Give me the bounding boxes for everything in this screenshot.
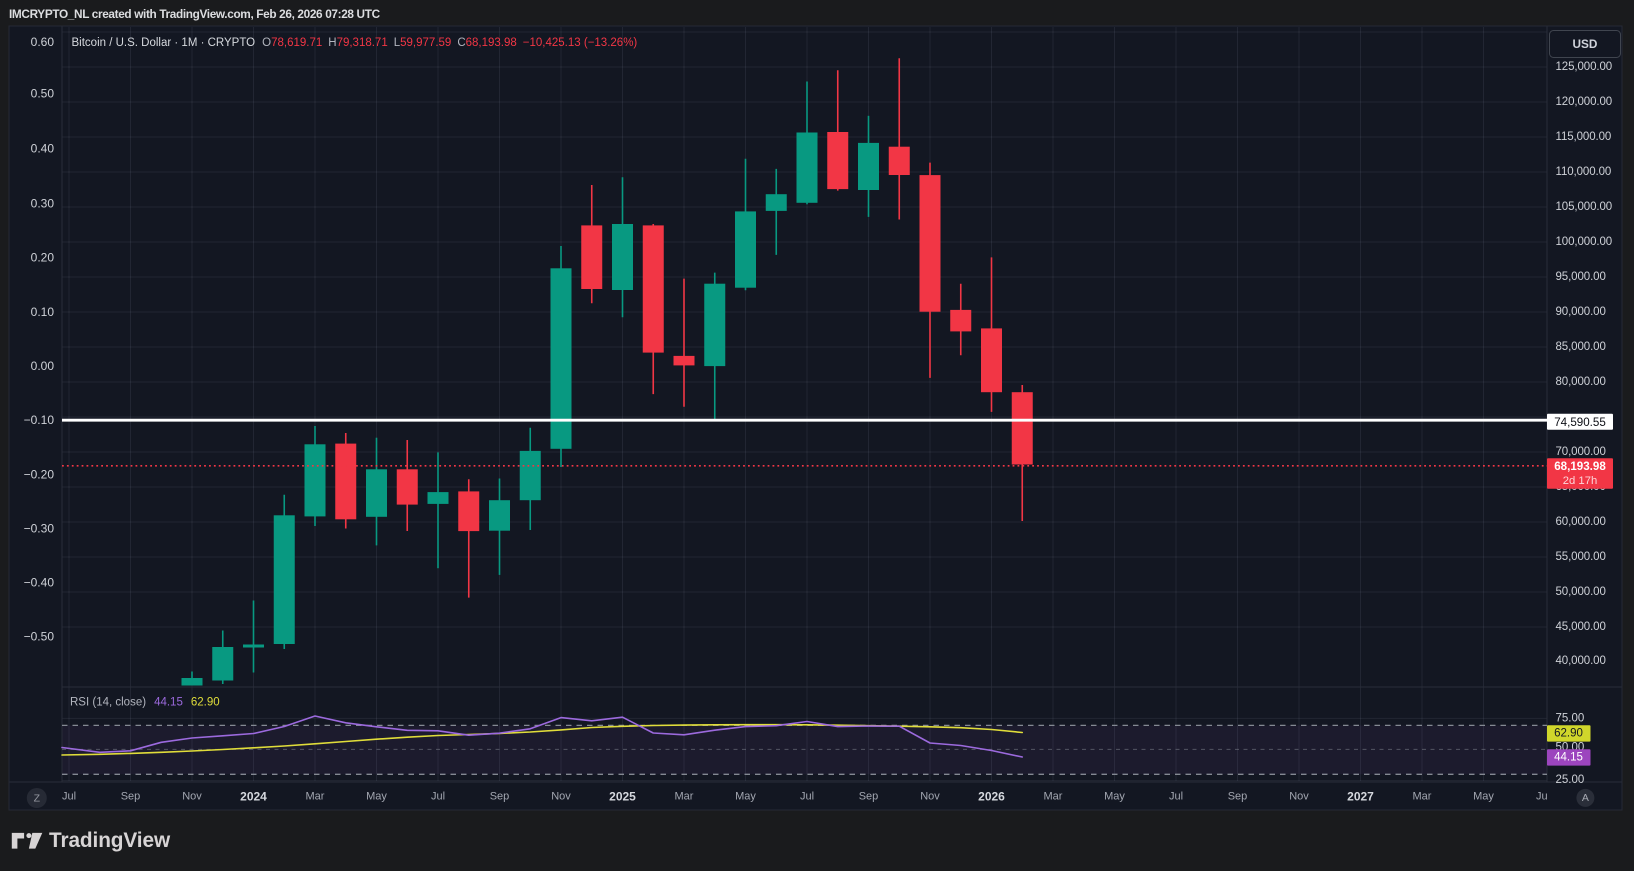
svg-text:90,000.00: 90,000.00 bbox=[1556, 306, 1606, 318]
svg-text:Bitcoin / U.S. Dollar · 1M · C: Bitcoin / U.S. Dollar · 1M · CRYPTO O78,6… bbox=[72, 37, 638, 49]
svg-text:0.30: 0.30 bbox=[31, 197, 55, 211]
svg-text:−0.40: −0.40 bbox=[24, 576, 55, 590]
svg-text:74,590.55: 74,590.55 bbox=[1554, 416, 1606, 429]
svg-text:Nov: Nov bbox=[551, 791, 571, 803]
svg-text:Mar: Mar bbox=[1413, 791, 1432, 803]
svg-text:Z: Z bbox=[34, 792, 41, 804]
svg-text:A: A bbox=[1582, 792, 1589, 804]
svg-text:May: May bbox=[1473, 791, 1494, 803]
svg-text:75.00: 75.00 bbox=[1556, 713, 1585, 725]
svg-text:Sep: Sep bbox=[121, 791, 141, 803]
svg-text:Nov: Nov bbox=[1289, 791, 1309, 803]
svg-text:IMCRYPTO_NL created with Tradi: IMCRYPTO_NL created with TradingView.com… bbox=[9, 7, 381, 21]
svg-text:−0.50: −0.50 bbox=[24, 630, 55, 644]
svg-text:USD: USD bbox=[1573, 37, 1598, 51]
svg-text:0.20: 0.20 bbox=[31, 251, 55, 265]
svg-text:Mar: Mar bbox=[1044, 791, 1063, 803]
svg-text:Sep: Sep bbox=[490, 791, 510, 803]
svg-text:50,000.00: 50,000.00 bbox=[1556, 586, 1606, 598]
svg-text:0.60: 0.60 bbox=[31, 35, 55, 49]
svg-text:120,000.00: 120,000.00 bbox=[1556, 96, 1613, 108]
svg-text:May: May bbox=[735, 791, 756, 803]
svg-text:105,000.00: 105,000.00 bbox=[1556, 201, 1613, 213]
svg-text:45,000.00: 45,000.00 bbox=[1556, 621, 1606, 633]
svg-text:Jul: Jul bbox=[431, 791, 445, 803]
svg-text:62.90: 62.90 bbox=[1554, 728, 1583, 740]
svg-text:2026: 2026 bbox=[978, 790, 1005, 804]
svg-text:70,000.00: 70,000.00 bbox=[1556, 446, 1606, 458]
svg-text:−0.20: −0.20 bbox=[24, 467, 55, 481]
svg-text:Jul: Jul bbox=[1169, 791, 1183, 803]
svg-text:May: May bbox=[1104, 791, 1125, 803]
svg-text:125,000.00: 125,000.00 bbox=[1556, 61, 1613, 73]
svg-text:Ju: Ju bbox=[1536, 791, 1548, 803]
svg-text:0.50: 0.50 bbox=[31, 87, 55, 101]
svg-text:44.15: 44.15 bbox=[1554, 751, 1583, 763]
svg-text:2d 17h: 2d 17h bbox=[1563, 475, 1598, 487]
svg-text:2024: 2024 bbox=[240, 790, 267, 804]
svg-text:60,000.00: 60,000.00 bbox=[1556, 516, 1606, 528]
svg-text:Nov: Nov bbox=[182, 791, 202, 803]
svg-text:TradingView: TradingView bbox=[49, 829, 171, 852]
svg-text:2027: 2027 bbox=[1347, 790, 1374, 804]
svg-text:115,000.00: 115,000.00 bbox=[1556, 131, 1612, 143]
svg-text:68,193.98: 68,193.98 bbox=[1554, 460, 1606, 473]
svg-text:Nov: Nov bbox=[920, 791, 940, 803]
svg-text:85,000.00: 85,000.00 bbox=[1556, 341, 1606, 353]
svg-text:−0.10: −0.10 bbox=[24, 413, 55, 427]
svg-text:0.10: 0.10 bbox=[31, 305, 55, 319]
svg-text:0.40: 0.40 bbox=[31, 142, 55, 156]
svg-text:May: May bbox=[366, 791, 387, 803]
svg-text:Jul: Jul bbox=[800, 791, 814, 803]
svg-text:Mar: Mar bbox=[306, 791, 325, 803]
svg-text:40,000.00: 40,000.00 bbox=[1556, 655, 1606, 667]
svg-text:100,000.00: 100,000.00 bbox=[1556, 236, 1613, 248]
svg-text:Jul: Jul bbox=[62, 791, 76, 803]
svg-text:55,000.00: 55,000.00 bbox=[1556, 551, 1606, 563]
svg-text:−0.30: −0.30 bbox=[24, 521, 55, 535]
svg-text:110,000.00: 110,000.00 bbox=[1556, 166, 1612, 178]
svg-text:Sep: Sep bbox=[859, 791, 879, 803]
svg-text:Mar: Mar bbox=[675, 791, 694, 803]
svg-text:95,000.00: 95,000.00 bbox=[1556, 271, 1606, 283]
svg-text:25.00: 25.00 bbox=[1556, 774, 1585, 786]
svg-text:80,000.00: 80,000.00 bbox=[1556, 376, 1606, 388]
svg-text:2025: 2025 bbox=[609, 790, 636, 804]
svg-text:Sep: Sep bbox=[1228, 791, 1248, 803]
svg-text:0.00: 0.00 bbox=[31, 359, 55, 373]
